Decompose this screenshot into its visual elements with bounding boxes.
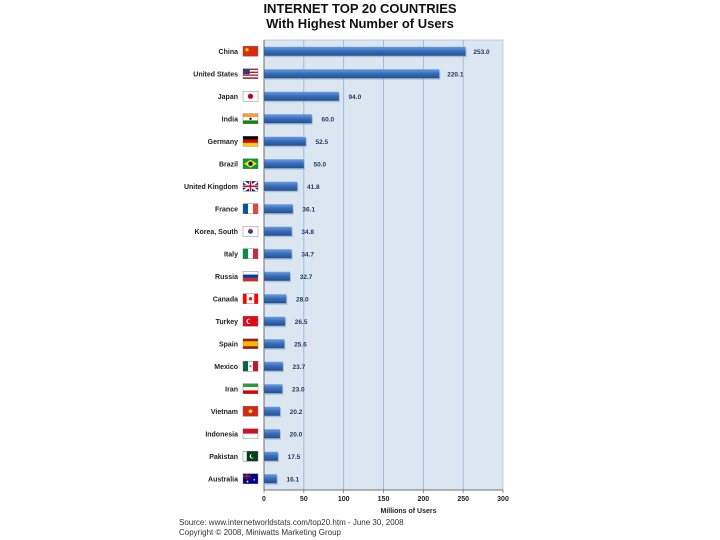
- bar: [264, 384, 283, 394]
- bar: [264, 181, 298, 191]
- data-label: 94.0: [349, 94, 362, 101]
- data-label: 23.0: [292, 386, 305, 393]
- category-label: Italy: [224, 251, 238, 258]
- data-label: 36.1: [302, 206, 315, 213]
- data-label: 28.0: [296, 296, 309, 303]
- mexico-flag-icon: [242, 361, 259, 372]
- bar: [264, 316, 286, 326]
- bar: [264, 361, 283, 371]
- category-label: Pakistan: [209, 454, 238, 461]
- turkey-flag-icon: [242, 316, 259, 327]
- category-label: China: [219, 49, 239, 56]
- category-label: India: [222, 116, 238, 123]
- bar: [264, 226, 292, 236]
- category-label: Brazil: [219, 161, 238, 168]
- data-label: 20.0: [290, 431, 303, 438]
- data-label: 20.2: [290, 409, 303, 416]
- data-label: 50.0: [314, 161, 327, 168]
- x-tick-label: 300: [497, 496, 509, 503]
- italy-flag-icon: [242, 248, 259, 259]
- russia-flag-icon: [242, 271, 259, 282]
- data-label: 25.6: [294, 341, 307, 348]
- bar: [264, 91, 339, 101]
- data-label: 23.7: [293, 364, 306, 371]
- data-label: 34.8: [301, 229, 314, 236]
- bar: [264, 114, 312, 124]
- category-label: Korea, South: [194, 229, 238, 236]
- bar: [264, 204, 293, 214]
- source-note: Source: www.internetworldstats.com/top20…: [179, 518, 404, 527]
- category-label: Turkey: [216, 319, 239, 326]
- bar: [264, 429, 280, 439]
- x-tick-label: 100: [338, 496, 350, 503]
- bar: [264, 406, 281, 416]
- category-label: Germany: [208, 139, 238, 146]
- india-flag-icon: [242, 113, 259, 124]
- data-label: 16.1: [286, 476, 299, 483]
- category-label: France: [215, 206, 238, 213]
- x-axis-label: Millions of Users: [380, 508, 436, 515]
- data-label: 52.5: [315, 139, 328, 146]
- bar: [264, 474, 277, 484]
- china-flag-icon: [242, 46, 259, 57]
- category-label: Russia: [215, 274, 238, 281]
- data-label: 34.7: [301, 251, 314, 258]
- category-label: Australia: [208, 476, 238, 483]
- data-label: 220.1: [447, 71, 464, 78]
- france-flag-icon: [242, 203, 259, 214]
- x-tick-label: 0: [262, 496, 266, 503]
- chart-title-line2: With Highest Number of Users: [266, 16, 454, 31]
- bar: [264, 294, 287, 304]
- data-label: 32.7: [300, 274, 313, 281]
- korea-south-flag-icon: [242, 226, 259, 237]
- bar: [264, 339, 285, 349]
- japan-flag-icon: [242, 91, 259, 102]
- bar: [264, 69, 440, 79]
- bar: [264, 136, 306, 146]
- bar: [264, 271, 291, 281]
- germany-flag-icon: [242, 136, 259, 147]
- category-label: United Kingdom: [184, 184, 238, 191]
- category-label: Japan: [218, 94, 238, 101]
- category-label: Mexico: [214, 364, 238, 371]
- x-tick-label: 150: [378, 496, 390, 503]
- brazil-flag-icon: [242, 158, 259, 169]
- x-tick-label: 50: [300, 496, 308, 503]
- bar: [264, 46, 466, 56]
- canada-flag-icon: [242, 293, 259, 304]
- category-label: Spain: [219, 341, 238, 348]
- pakistan-flag-icon: [242, 451, 259, 462]
- category-label: United States: [193, 71, 238, 78]
- united-states-flag-icon: [242, 68, 259, 79]
- category-label: Indonesia: [205, 431, 238, 438]
- iran-flag-icon: [242, 383, 259, 394]
- vietnam-flag-icon: [242, 406, 259, 417]
- spain-flag-icon: [242, 338, 259, 349]
- data-label: 60.0: [321, 116, 334, 123]
- data-label: 17.5: [288, 454, 301, 461]
- united-kingdom-flag-icon: [242, 180, 259, 193]
- indonesia-flag-icon: [242, 428, 259, 439]
- category-label: Canada: [213, 296, 238, 303]
- bar: [264, 451, 278, 461]
- x-tick-label: 250: [457, 496, 469, 503]
- data-label: 41.8: [307, 184, 320, 191]
- copyright-note: Copyright © 2008, Miniwatts Marketing Gr…: [179, 528, 341, 537]
- category-label: Iran: [225, 386, 238, 393]
- bar: [264, 249, 292, 259]
- chart-title-line1: INTERNET TOP 20 COUNTRIES: [263, 1, 457, 16]
- bar: [264, 159, 304, 169]
- category-label: Vietnam: [211, 409, 238, 416]
- x-tick-label: 200: [417, 496, 429, 503]
- data-label: 253.0: [473, 49, 490, 56]
- data-label: 26.5: [295, 319, 308, 326]
- australia-flag-icon: [242, 473, 259, 484]
